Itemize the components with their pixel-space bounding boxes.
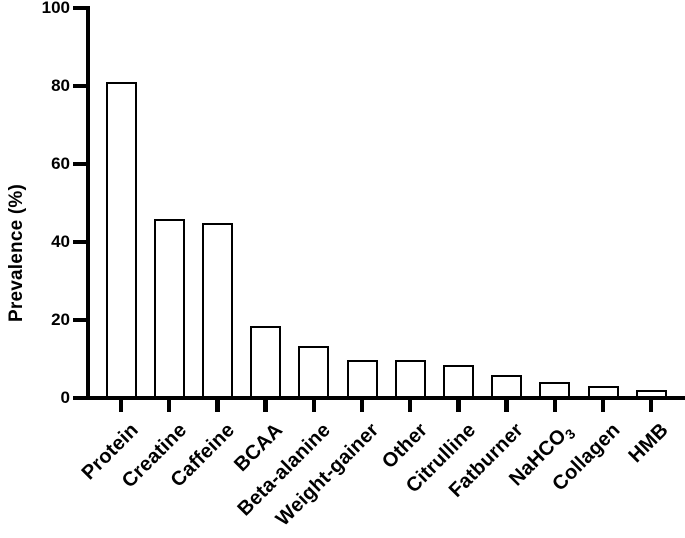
y-tick-label: 80 bbox=[51, 76, 70, 95]
bar-caffeine bbox=[201, 222, 233, 400]
x-tick bbox=[359, 398, 365, 412]
x-tick bbox=[311, 398, 317, 412]
x-tick bbox=[600, 398, 606, 412]
x-tick bbox=[118, 398, 124, 412]
x-tick bbox=[456, 398, 461, 412]
y-tick-label: 100 bbox=[41, 0, 70, 17]
bar-other bbox=[394, 360, 426, 400]
x-tick bbox=[263, 398, 268, 412]
bar-bcaa bbox=[250, 325, 282, 400]
y-tick bbox=[73, 84, 88, 88]
y-axis-line bbox=[86, 6, 90, 400]
x-tick bbox=[504, 398, 509, 412]
x-tick bbox=[166, 398, 172, 412]
bar-protein bbox=[105, 82, 137, 400]
x-tick bbox=[648, 398, 654, 412]
x-axis-label-hmb: HMB bbox=[625, 419, 674, 468]
x-axis-line bbox=[86, 396, 685, 400]
x-axis-label-text: HMB bbox=[624, 419, 673, 468]
y-tick bbox=[73, 396, 88, 400]
y-tick-label: 60 bbox=[51, 154, 70, 173]
y-tick-label: 0 bbox=[60, 388, 70, 407]
y-tick bbox=[73, 318, 88, 322]
bar-citrulline bbox=[442, 365, 474, 400]
x-tick bbox=[407, 398, 413, 412]
bar-weight-gainer bbox=[346, 360, 378, 400]
x-tick bbox=[552, 398, 558, 412]
y-tick bbox=[73, 6, 88, 10]
y-tick-label: 20 bbox=[51, 310, 70, 329]
y-tick-label: 40 bbox=[51, 232, 70, 251]
y-tick bbox=[73, 162, 88, 166]
y-tick bbox=[73, 240, 88, 244]
bar-creatine bbox=[153, 218, 185, 400]
bar-beta-alanine bbox=[298, 345, 330, 400]
x-tick bbox=[215, 398, 220, 412]
